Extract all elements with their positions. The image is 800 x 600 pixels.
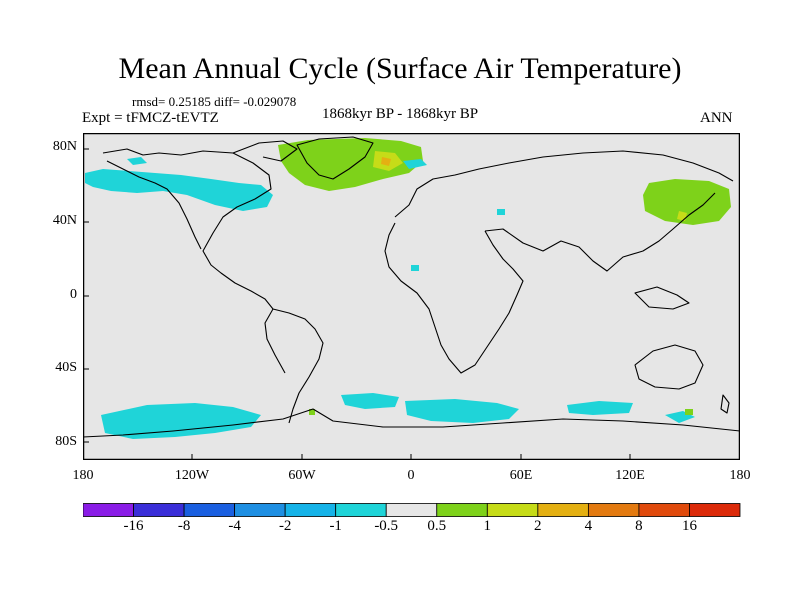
colorbar-label: 4 [584, 518, 593, 534]
lat-tick-40n: 40N [52, 213, 77, 228]
cool-anomaly-south-indian-east [567, 401, 633, 415]
colorbar-label: -8 [177, 518, 191, 534]
colorbar-label: -16 [123, 518, 144, 534]
lat-tick-80s: 80S [55, 434, 77, 449]
coast-africa [384, 222, 524, 374]
colorbar-label: 16 [682, 518, 697, 534]
colorbar-box [587, 503, 640, 517]
coast-australia [634, 344, 704, 390]
colorbar-box [183, 503, 236, 517]
anomaly-fill-layer [85, 138, 731, 439]
colorbar-box [486, 503, 539, 517]
cool-anomaly-south-pacific [101, 403, 261, 439]
colorbar-box [537, 503, 589, 517]
lon-tick-120w: 120W [174, 468, 210, 483]
coast-eurasia-north [394, 150, 734, 218]
colorbar-label: 2 [534, 518, 542, 534]
season-label: ANN [700, 110, 733, 126]
coast-north-america-west [106, 160, 202, 250]
coast-south-america-west [264, 308, 286, 374]
lon-tick-60e: 60E [509, 468, 533, 483]
stats-text: rmsd= 0.25185 diff= -0.029078 [132, 94, 297, 109]
colorbar-label: -1 [329, 518, 342, 534]
period-label: 1868kyr BP - 1868kyr BP [322, 106, 479, 122]
lat-tick-0: 0 [70, 287, 77, 302]
lon-tick-180e: 180 [729, 468, 751, 483]
warm-anomaly-greenland-peak [381, 157, 391, 166]
warm-anomaly-greenland [278, 138, 423, 191]
coast-greenland [296, 136, 374, 180]
experiment-label: Expt = tFMCZ-tEVTZ [82, 110, 219, 126]
coast-antarctica [83, 408, 740, 438]
map-tick-marks [83, 148, 631, 460]
lat-tick-40s: 40S [55, 360, 77, 375]
coast-new-zealand [720, 394, 730, 414]
colorbar-box [234, 503, 286, 517]
coastline-layer [83, 136, 740, 438]
colorbar-label: 0.5 [427, 518, 447, 534]
coast-south-america [272, 308, 324, 424]
colorbar-box [83, 503, 134, 517]
cool-anomaly-south-atlantic [341, 393, 399, 409]
coast-arctic-islands [232, 140, 298, 162]
colorbar-box [133, 503, 185, 517]
colorbar-box [335, 503, 387, 517]
colorbar-box [436, 503, 488, 517]
plot-title: Mean Annual Cycle (Surface Air Temperatu… [118, 52, 682, 85]
colorbar-label: -4 [228, 518, 241, 534]
coast-maritime-continent [634, 286, 690, 310]
cool-anomaly-iceland [403, 159, 427, 169]
colorbar [83, 503, 741, 517]
coast-north-america [102, 148, 274, 310]
lon-tick-0: 0 [407, 468, 415, 483]
colorbar-label: 1 [483, 518, 492, 534]
colorbar-box [689, 503, 741, 517]
warm-anomaly-south-pacific [685, 409, 693, 415]
map-panel [83, 133, 740, 460]
colorbar-label: -0.5 [374, 518, 399, 534]
colorbar-label: -2 [278, 518, 292, 534]
coast-south-asia [484, 192, 716, 272]
cool-anomaly-south-indian [405, 399, 519, 423]
lat-tick-80n: 80N [52, 139, 77, 154]
warm-anomaly-antarctic-peninsula [309, 409, 315, 415]
cool-anomaly-europe [497, 209, 505, 215]
cool-anomaly-sahara [411, 265, 419, 271]
colorbar-box [385, 503, 438, 517]
lon-tick-120e: 120E [615, 468, 645, 483]
lon-tick-60w: 60W [288, 468, 316, 483]
cool-anomaly-alaska [127, 157, 147, 165]
lon-tick-180w: 180 [72, 468, 94, 483]
colorbar-box [638, 503, 690, 517]
cool-anomaly-n-america [85, 169, 273, 211]
colorbar-label: 8 [635, 518, 643, 534]
colorbar-box [284, 503, 337, 517]
warm-anomaly-ne-asia [643, 179, 731, 225]
